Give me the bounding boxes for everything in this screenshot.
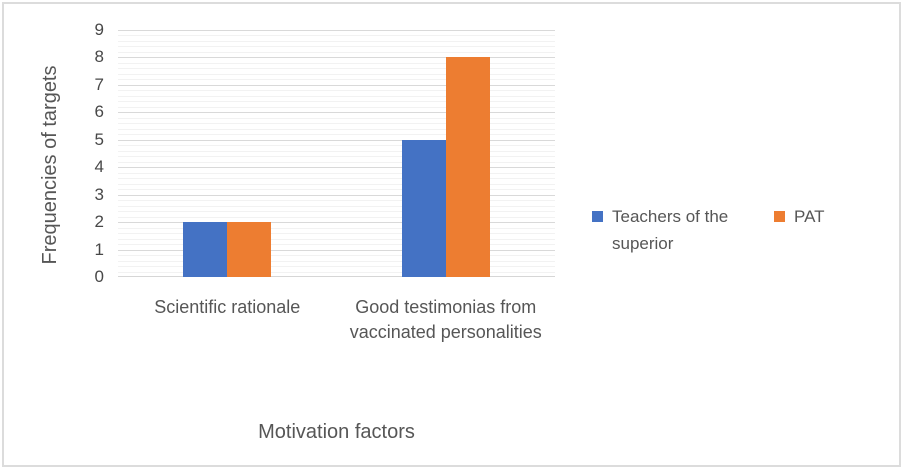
y-tick-label-5: 5: [94, 129, 104, 149]
plot-area: [118, 30, 555, 277]
y-tick-label-4: 4: [94, 157, 104, 177]
y-tick-label-8: 8: [94, 47, 104, 67]
y-tick-label-1: 1: [94, 239, 104, 259]
bar-series-0-category-0[interactable]: [183, 222, 228, 277]
minor-gridline: [118, 51, 555, 53]
y-tick-label-9: 9: [94, 20, 104, 39]
legend-swatch-icon: [774, 211, 785, 222]
minor-gridline: [118, 40, 555, 42]
minor-gridline: [118, 35, 555, 37]
y-tick-label-3: 3: [94, 184, 104, 204]
bar-series-1-category-0[interactable]: [227, 222, 272, 277]
legend-swatch-icon: [592, 211, 603, 222]
legend-label: PAT: [794, 207, 825, 226]
legend-label: Teachers of the superior: [612, 207, 729, 253]
y-tick-label-7: 7: [94, 74, 104, 94]
bar-series-1-category-1[interactable]: [445, 57, 490, 277]
x-tick-label-0: Scientific rationale: [154, 297, 301, 317]
legend: Teachers of the superior PAT: [592, 203, 825, 257]
y-tick-label-6: 6: [94, 102, 104, 122]
x-axis-tick-labels: Scientific rationale Good testimonias fro…: [118, 295, 555, 345]
x-axis-title: Motivation factors: [258, 421, 415, 443]
x-tick-label-1: Good testimonias from vaccinated persona…: [349, 297, 542, 342]
legend-entry-0[interactable]: Teachers of the superior: [592, 203, 764, 257]
minor-gridline: [118, 46, 555, 48]
y-tick-label-0: 0: [94, 267, 104, 286]
legend-entry-1[interactable]: PAT: [774, 203, 825, 230]
major-gridline: [118, 30, 555, 31]
y-tick-label-2: 2: [94, 212, 104, 232]
bar-series-0-category-1[interactable]: [401, 139, 446, 277]
